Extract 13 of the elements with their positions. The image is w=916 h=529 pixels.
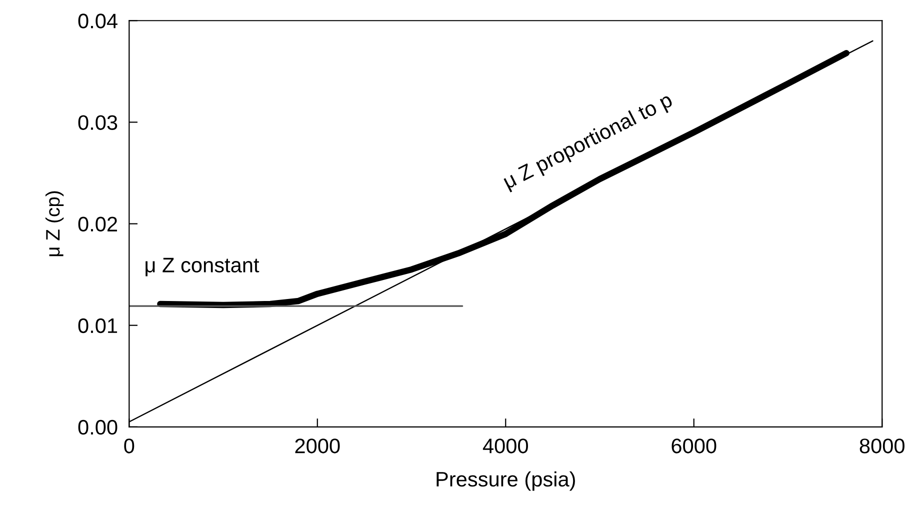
x-tick-label: 8000 [860,438,904,454]
annotation: μ Z constant [146,258,260,276]
y-tick-label: 0.04 [78,14,118,28]
y-tick-label: 0.00 [78,420,118,435]
x-tick-label: 0 [124,438,134,454]
y-axis-title: μ Z (cp) [45,191,64,256]
y-tick-label: 0.03 [78,115,118,130]
x-tick-label: 2000 [295,438,340,454]
x-tick-label: 4000 [482,438,528,454]
x-axis-title: Pressure (psia) [436,471,575,491]
y-tick-label: 0.01 [78,318,118,334]
y-tick-label: 0.02 [78,216,118,232]
x-tick-label: 6000 [672,438,716,454]
